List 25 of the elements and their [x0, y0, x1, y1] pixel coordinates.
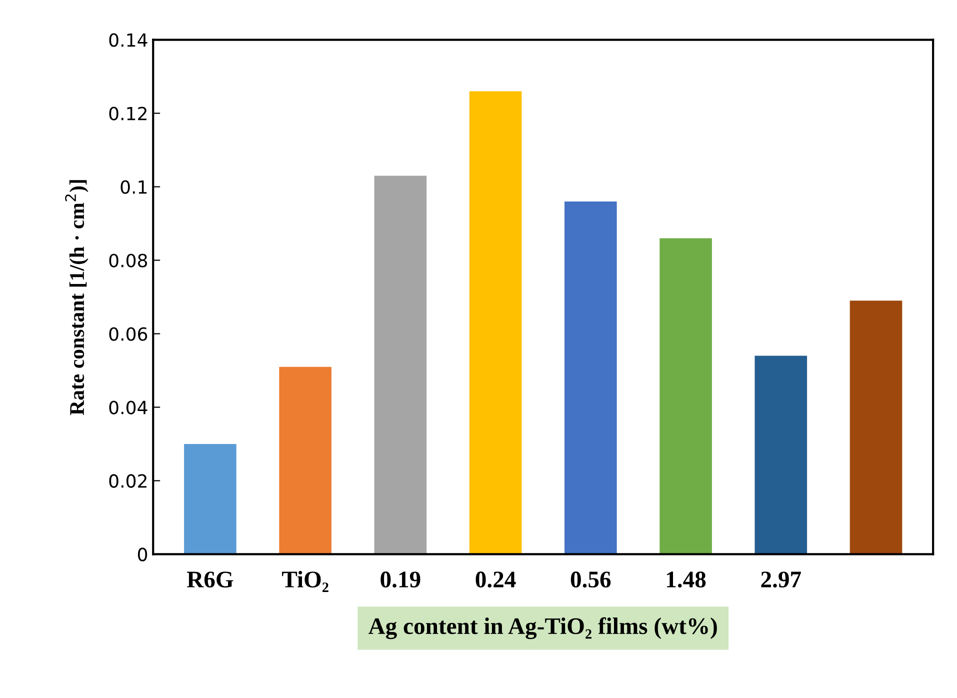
x-tick-label: 2.97	[761, 572, 801, 588]
bar	[184, 444, 236, 554]
y-tick-label: 0.1	[120, 180, 147, 194]
bar	[374, 176, 427, 554]
bar	[754, 356, 808, 554]
bar	[469, 91, 522, 554]
y-tick-label: 0.12	[109, 106, 146, 120]
x-tick-label: 0.24	[476, 572, 516, 588]
y-tick-label: 0	[138, 548, 148, 562]
x-tick-label: 0.56	[570, 572, 611, 588]
bar	[564, 201, 617, 554]
y-axis-title: Rate constant [1/(h · cm$^{2}$)]	[65, 180, 88, 416]
y-tick-label: 0.14	[109, 33, 148, 47]
x-tick-label: TiO₂	[282, 570, 328, 592]
y-tick-label: 0.06	[109, 327, 148, 341]
bar	[850, 300, 902, 554]
y-tick-label: 0.04	[109, 400, 148, 414]
y-tick-label: 0.02	[109, 474, 146, 488]
x-tick-label: 0.19	[380, 572, 420, 588]
x-tick-label: R6G	[186, 572, 234, 588]
x-tick-label: 1.48	[667, 572, 706, 588]
x-axis-title: Ag content in Ag-TiO₂ films (wt%)	[368, 617, 717, 640]
y-tick-label: 0.08	[109, 254, 148, 268]
bar	[279, 366, 332, 554]
bar	[660, 238, 712, 554]
